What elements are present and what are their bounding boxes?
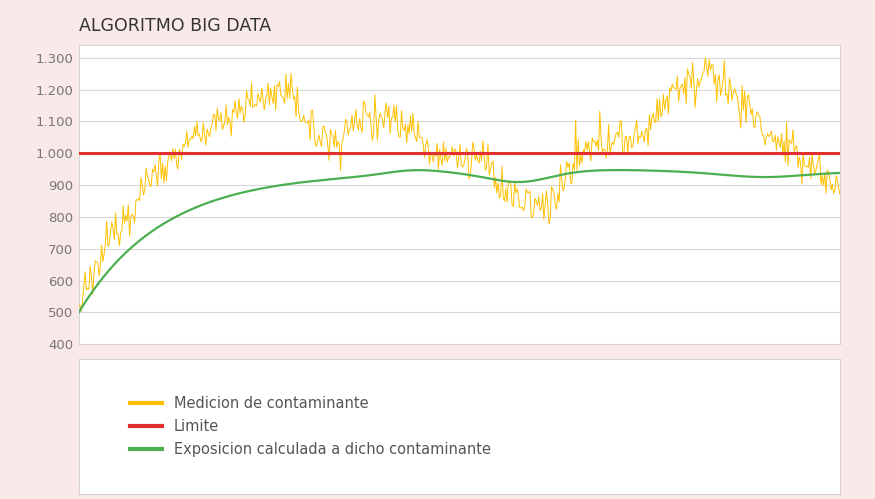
Legend: Medicion de contaminante, Limite, Exposicion calculada a dicho contaminante: Medicion de contaminante, Limite, Exposi… [124,390,496,463]
Text: ALGORITMO BIG DATA: ALGORITMO BIG DATA [79,17,271,35]
